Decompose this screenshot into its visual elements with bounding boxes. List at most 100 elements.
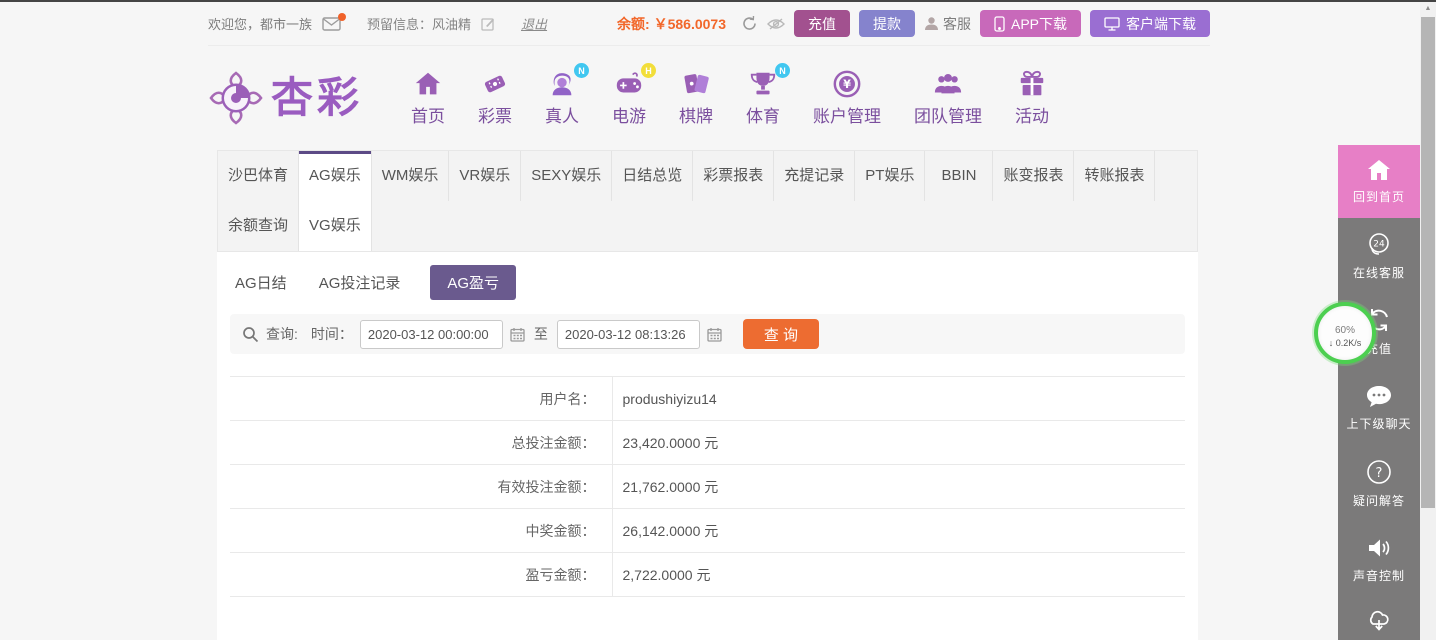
query-label: 查询: [266, 326, 298, 342]
tab-shaba-sports[interactable]: 沙巴体育 [218, 151, 300, 201]
row-label: 总投注金额： [230, 420, 613, 465]
nav-item-activity[interactable]: 活动 [1015, 69, 1049, 127]
ticket-icon [480, 69, 510, 99]
scrollbar-thumb[interactable] [1421, 17, 1435, 508]
row-label: 中奖金额： [230, 508, 613, 553]
tab-balance-query[interactable]: 余额查询 [218, 201, 300, 251]
subtab-ag-daily[interactable]: AG日结 [235, 275, 287, 292]
exchange-arrows-icon [1366, 307, 1392, 333]
subtab-ag-bet-record[interactable]: AG投注记录 [318, 275, 401, 292]
gamepad-icon [614, 69, 644, 99]
nav-item-live[interactable]: N 真人 [545, 63, 590, 127]
mail-icon[interactable] [322, 12, 347, 31]
client-download-button[interactable]: 客户端下载 [1090, 10, 1210, 37]
site-logo[interactable]: 杏彩 [207, 69, 363, 127]
nav-item-lottery[interactable]: 彩票 [478, 69, 512, 127]
tab-account-change-report[interactable]: 账变报表 [993, 151, 1075, 201]
sidebar-online-service[interactable]: 24 在线客服 [1338, 218, 1420, 294]
calendar-from-icon[interactable] [510, 327, 525, 342]
nav-item-home[interactable]: 首页 [411, 69, 445, 127]
row-value: 23,420.0000 元 [611, 420, 1185, 465]
badge-hot: H [641, 63, 657, 78]
nav-item-team[interactable]: 团队管理 [914, 69, 982, 127]
content-card: AG日结 AG投注记录 AG盈亏 查询: 时间： 至 查 询 用户名： prod… [217, 252, 1198, 640]
logout-link[interactable]: 退出 [521, 17, 548, 32]
ag-subtabs: AG日结 AG投注记录 AG盈亏 [217, 252, 1198, 300]
sidebar-download[interactable] [1338, 598, 1420, 640]
logo-flower-icon [207, 69, 265, 127]
table-row: 总投注金额： 23,420.0000 元 [230, 420, 1185, 465]
topbar: 欢迎您，都市一族 预留信息：风油精 退出 余额: ￥586.0073 充值 提款 [0, 0, 1436, 46]
gift-icon [1017, 69, 1047, 99]
recharge-button[interactable]: 充值 [793, 10, 850, 37]
time-label: 时间： [310, 326, 353, 342]
date-to-input[interactable] [556, 319, 700, 349]
row-label: 用户名： [230, 376, 613, 421]
withdraw-button[interactable]: 提款 [858, 10, 915, 37]
tab-vr[interactable]: VR娱乐 [449, 151, 522, 201]
refresh-balance-icon[interactable] [741, 15, 758, 32]
nav-item-cards[interactable]: 棋牌 [679, 69, 713, 127]
home-icon [1367, 159, 1391, 181]
tab-wm[interactable]: WM娱乐 [372, 151, 450, 201]
tab-lottery-report[interactable]: 彩票报表 [693, 151, 775, 201]
live-dealer-icon [547, 69, 577, 99]
person-icon [924, 16, 939, 31]
badge-new: N [574, 63, 590, 78]
floating-sidebar: 回到首页 24 在线客服 充值 上下级聊天 ? 疑问解答 声音控制 [1338, 145, 1420, 640]
row-value: 2,722.0000 元 [611, 552, 1185, 597]
tab-vg[interactable]: VG娱乐 [299, 201, 372, 251]
date-from-input[interactable] [359, 319, 503, 349]
tab-pt[interactable]: PT娱乐 [855, 151, 926, 201]
progress-speed: ↓ 0.2K/s [1328, 337, 1362, 348]
sidebar-sound-control[interactable]: 声音控制 [1338, 522, 1420, 598]
nav-item-sports[interactable]: N 体育 [746, 63, 791, 127]
tab-transfer-report[interactable]: 转账报表 [1074, 151, 1156, 201]
home-icon [413, 69, 443, 99]
sidebar-back-home[interactable]: 回到首页 [1338, 145, 1420, 218]
table-row: 盈亏金额： 2,722.0000 元 [230, 552, 1185, 597]
speaker-icon [1366, 536, 1392, 560]
tab-bbin[interactable]: BBIN [925, 151, 994, 201]
sidebar-chat[interactable]: 上下级聊天 [1338, 370, 1420, 446]
sidebar-faq[interactable]: ? 疑问解答 [1338, 446, 1420, 522]
yuan-coin-icon: ¥ [832, 69, 862, 99]
row-label: 盈亏金额： [230, 552, 613, 597]
to-label: 至 [533, 326, 548, 342]
site-header: 杏彩 首页 彩票 N 真人 H 电游 [207, 46, 1436, 150]
browser-scrollbar[interactable]: ▲ [1420, 0, 1436, 640]
tab-ag[interactable]: AG娱乐 [299, 151, 372, 201]
app-download-button[interactable]: APP下载 [979, 10, 1081, 37]
hide-balance-icon[interactable] [766, 17, 785, 31]
cloud-download-icon [1364, 604, 1394, 634]
mail-unread-dot [338, 12, 347, 21]
calendar-to-icon[interactable] [707, 327, 722, 342]
customer-service-link[interactable]: 客服 [924, 14, 971, 34]
welcome-text: 欢迎您，都市一族 [208, 17, 313, 32]
download-progress-badge: 60% ↓ 0.2K/s [1314, 302, 1376, 364]
query-submit-button[interactable]: 查 询 [742, 319, 820, 349]
nav-item-account[interactable]: ¥ 账户管理 [813, 69, 881, 127]
subtab-ag-profit-loss[interactable]: AG盈亏 [430, 265, 517, 300]
main-nav: 首页 彩票 N 真人 H 电游 棋牌 [411, 63, 1049, 127]
nav-item-egames[interactable]: H 电游 [612, 63, 657, 127]
profit-loss-table: 用户名： produshiyizu14 总投注金额： 23,420.0000 元… [230, 376, 1185, 597]
tab-sexy[interactable]: SEXY娱乐 [521, 151, 613, 201]
logo-text: 杏彩 [271, 74, 364, 121]
chat-bubble-icon [1365, 384, 1393, 408]
table-row: 中奖金额： 26,142.0000 元 [230, 508, 1185, 553]
edit-icon[interactable] [481, 17, 495, 31]
svg-text:?: ? [1376, 466, 1383, 481]
scroll-up-arrow[interactable]: ▲ [1424, 5, 1432, 12]
tab-daily-summary[interactable]: 日结总览 [612, 151, 694, 201]
team-icon [933, 69, 963, 99]
tab-deposit-withdraw-record[interactable]: 充提记录 [774, 151, 856, 201]
reserved-info: 预留信息：风油精 [367, 17, 472, 32]
phone-icon [994, 15, 1005, 32]
row-value: produshiyizu14 [611, 376, 1185, 421]
monitor-icon [1104, 16, 1120, 31]
row-value: 21,762.0000 元 [611, 464, 1185, 509]
query-bar: 查询: 时间： 至 查 询 [230, 314, 1185, 354]
balance-text: 余额: ￥586.0073 [617, 15, 726, 32]
trophy-icon [748, 69, 778, 99]
